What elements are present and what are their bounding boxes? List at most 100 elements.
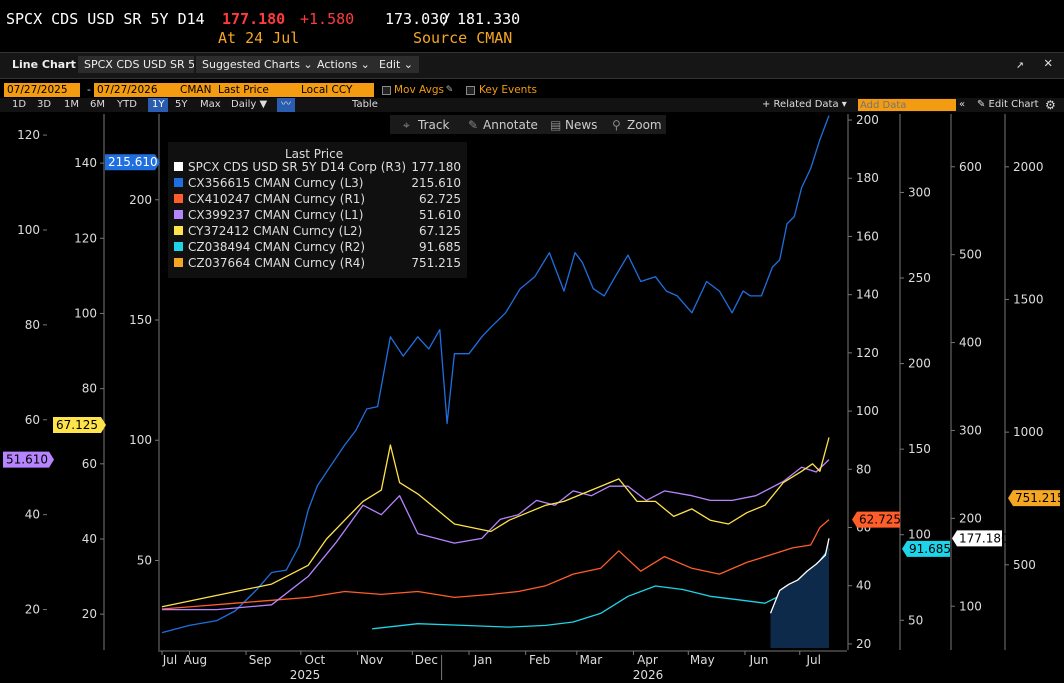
x-tick-label: Mar xyxy=(579,653,602,667)
source-input[interactable]: CMAN xyxy=(177,83,216,97)
legend-title: Last Price xyxy=(285,147,343,161)
range-button-3d[interactable]: 3D xyxy=(37,99,52,110)
edit-button[interactable]: Edit ⌄ xyxy=(373,56,420,73)
tick-label-r1: 120 xyxy=(856,346,879,360)
series-line-1 xyxy=(161,519,830,610)
legend-entry-name: CY372412 CMAN Curncy (L2) xyxy=(188,224,362,238)
range-separator: / xyxy=(442,10,452,28)
tick-label-r2: 150 xyxy=(908,442,931,456)
legend-box xyxy=(168,142,467,278)
series-line-2 xyxy=(162,459,830,611)
price-flag-label-l1: 51.610 xyxy=(6,453,48,467)
tool-annotate[interactable]: Annotate xyxy=(483,118,538,132)
tick-label-r1: 40 xyxy=(856,579,871,593)
legend-entry-name: CZ038494 CMAN Curncy (R2) xyxy=(188,240,365,254)
field-select[interactable]: Last Price xyxy=(215,83,299,97)
tick-label-r1: 100 xyxy=(856,404,879,418)
crosshair-icon: ⌖ xyxy=(403,118,410,132)
price-flag-label-r2: 91.685 xyxy=(909,542,951,556)
legend-swatch xyxy=(174,210,183,219)
x-tick-label: May xyxy=(690,653,715,667)
tick-label-r3: 400 xyxy=(959,336,982,350)
legend-entry-value: 62.725 xyxy=(419,192,461,206)
currency-select[interactable]: Local CCY xyxy=(298,83,374,97)
legend-entry-name: CX356615 CMAN Curncy (L3) xyxy=(188,176,363,190)
tool-zoom[interactable]: Zoom xyxy=(627,118,662,132)
tick-label-l3: 50 xyxy=(137,553,152,567)
tick-label-l2: 140 xyxy=(74,156,97,170)
date-dash: - xyxy=(87,84,91,96)
range-low: 173.030 xyxy=(385,10,449,28)
line-chart-icon[interactable]: 〰 xyxy=(277,98,295,112)
range-button-1m[interactable]: 1M xyxy=(64,99,79,110)
export-icon[interactable]: ↗ xyxy=(1016,57,1024,72)
legend-swatch xyxy=(174,178,183,187)
security-tab[interactable]: SPCX CDS USD SR 5 xyxy=(78,56,194,73)
x-tick-label: Nov xyxy=(360,653,383,667)
x-tick-label: Jun xyxy=(749,653,769,667)
tool-track[interactable]: Track xyxy=(417,118,449,132)
zoom-icon: ⚲ xyxy=(612,118,621,132)
price-flag-label-l2: 67.125 xyxy=(56,418,98,432)
tick-label-r3: 500 xyxy=(959,248,982,262)
price-flag-l1 xyxy=(3,451,54,468)
close-icon[interactable]: ✕ xyxy=(1044,55,1053,71)
edit-chart-button[interactable]: ✎ Edit Chart xyxy=(977,99,1039,110)
tick-label-l2: 20 xyxy=(82,607,97,621)
tick-label-l3: 100 xyxy=(129,433,152,447)
start-date-input[interactable]: 07/27/2025 xyxy=(4,83,80,97)
tick-label-l1: 60 xyxy=(25,413,40,427)
legend-swatch xyxy=(174,226,183,235)
suggested-charts-button[interactable]: Suggested Charts ⌄ xyxy=(196,56,319,73)
tick-label-r4: 1500 xyxy=(1013,292,1044,306)
tick-label-r3: 200 xyxy=(959,511,982,525)
tool-news[interactable]: News xyxy=(565,118,597,132)
options-bar: 07/27/2025 - 07/27/2026 CMAN Last Price … xyxy=(0,82,1064,98)
tick-label-l2: 80 xyxy=(82,382,97,396)
price-flag-r2 xyxy=(902,540,950,557)
legend-entry-name: CZ037664 CMAN Curncy (R4) xyxy=(188,256,365,270)
tick-label-r3: 100 xyxy=(959,599,982,613)
tick-label-r2: 300 xyxy=(908,185,931,199)
mov-avgs-checkbox[interactable] xyxy=(382,86,391,95)
add-data-input[interactable] xyxy=(858,99,956,111)
line-chart[interactable]: 20 40 60 80 100 120 20 40 60 80 100 120 140 50 100 150 2… xyxy=(0,112,1064,683)
key-events-checkbox[interactable] xyxy=(466,86,475,95)
range-button-1y[interactable]: 1Y xyxy=(148,98,169,112)
x-tick-label: Dec xyxy=(415,653,438,667)
collapse-icon[interactable]: « xyxy=(959,99,966,110)
end-date-input[interactable]: 07/27/2026 xyxy=(94,83,178,97)
pencil-icon[interactable]: ✎ xyxy=(446,82,453,95)
legend-entry-value: 751.215 xyxy=(411,256,461,270)
year-label: 2026 xyxy=(633,668,664,682)
range-button-ytd[interactable]: YTD xyxy=(117,99,137,110)
tick-label-l3: 150 xyxy=(129,313,152,327)
range-button-1d[interactable]: 1D xyxy=(12,99,27,110)
range-button-max[interactable]: Max xyxy=(200,99,221,110)
legend-swatch xyxy=(174,242,183,251)
tick-label-r3: 300 xyxy=(959,423,982,437)
x-tick-label: Sep xyxy=(249,653,272,667)
annotate-icon: ✎ xyxy=(468,118,478,132)
tick-label-l1: 100 xyxy=(17,223,40,237)
gear-icon[interactable]: ⚙ xyxy=(1045,98,1056,112)
price-flag-l3 xyxy=(105,154,160,171)
period-select[interactable]: Daily ▼ xyxy=(231,99,268,110)
legend-swatch xyxy=(174,194,183,203)
x-tick-label: Aug xyxy=(184,653,207,667)
actions-button[interactable]: Actions ⌄ xyxy=(311,56,376,73)
legend-entry-value: 51.610 xyxy=(419,208,461,222)
tick-label-r1: 80 xyxy=(856,462,871,476)
related-data-button[interactable]: + Related Data ▾ xyxy=(762,99,847,110)
chart-type-label: Line Chart xyxy=(12,58,76,71)
tick-label-l2: 40 xyxy=(82,532,97,546)
legend-swatch xyxy=(174,258,183,267)
legend-entry-value: 215.610 xyxy=(411,176,461,190)
range-button-6m[interactable]: 6M xyxy=(90,99,105,110)
legend-entry-name: CX410247 CMAN Curncy (R1) xyxy=(188,192,365,206)
table-button[interactable]: Table xyxy=(352,99,378,110)
tick-label-r4: 500 xyxy=(1013,558,1036,572)
range-button-5y[interactable]: 5Y xyxy=(175,99,188,110)
legend-entry-value: 67.125 xyxy=(419,224,461,238)
chart-tools-bar xyxy=(390,115,666,134)
